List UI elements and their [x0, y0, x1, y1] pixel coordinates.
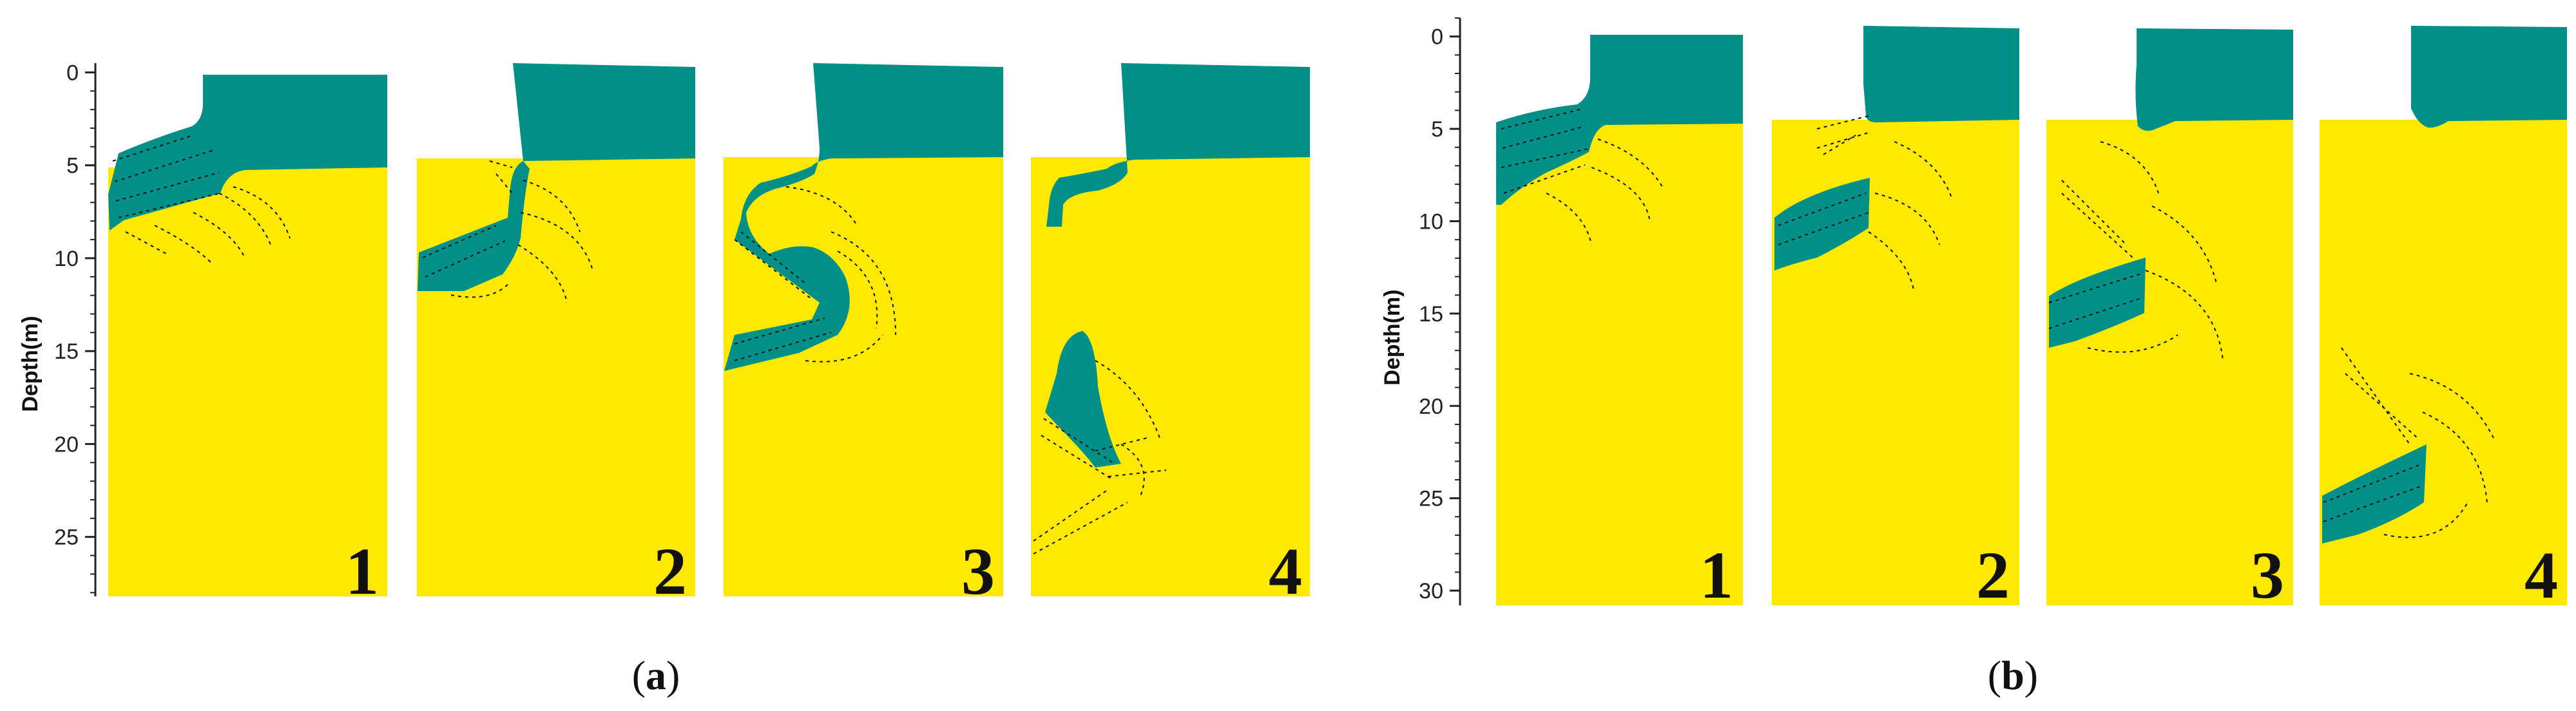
sand-layer — [1496, 124, 1743, 605]
tick-label: 5 — [1431, 117, 1443, 142]
tick-label: 5 — [66, 154, 79, 178]
panel-caption: (a) — [632, 652, 680, 698]
slurry-channel — [2322, 444, 2427, 544]
flow-vectors — [112, 135, 291, 265]
flow-vectors — [2323, 347, 2494, 538]
frame-b3 — [2046, 28, 2293, 605]
depth-axis-b: 0 5 10 15 20 25 30 Depth(m) — [1380, 17, 1461, 605]
tick-label: 15 — [1419, 302, 1443, 327]
frame-number: 1 — [345, 535, 379, 609]
tick-label: 30 — [1419, 579, 1443, 603]
flow-vectors — [1033, 360, 1167, 555]
slurry-layer — [1046, 63, 1310, 227]
frame-number: 2 — [1976, 538, 2010, 612]
tick-label: 10 — [1419, 209, 1443, 234]
frame-b4 — [2320, 26, 2567, 605]
frame-number: 3 — [961, 535, 995, 609]
frame-number: 4 — [2524, 538, 2558, 612]
tick-label: 0 — [66, 61, 79, 85]
slurry-channel — [2049, 258, 2146, 348]
frame-a2 — [417, 63, 695, 596]
flow-vectors — [734, 186, 896, 363]
frame-b1 — [1496, 35, 1743, 605]
tick-label: 10 — [54, 247, 79, 271]
slurry-layer — [1863, 26, 2019, 122]
frame-number: 1 — [1700, 538, 1733, 612]
frame-number: 4 — [1269, 535, 1302, 609]
sand-layer — [108, 167, 387, 596]
slurry-layer — [108, 75, 387, 231]
flow-vectors — [1501, 109, 1663, 245]
flow-vectors — [422, 160, 593, 303]
tick-label: 20 — [54, 432, 79, 457]
frame-number: 3 — [2251, 538, 2284, 612]
sand-layer — [417, 158, 695, 596]
frame-a3 — [724, 63, 1003, 596]
sand-layer — [1772, 120, 2019, 605]
slurry-layer — [1496, 35, 1743, 205]
slurry-layer — [2411, 26, 2567, 128]
axis-title: Depth(m) — [1380, 289, 1405, 385]
sand-layer — [724, 157, 1003, 596]
slurry-pocket — [1045, 331, 1121, 468]
axis-ticks: 0 5 10 15 20 25 — [54, 61, 95, 594]
tick-label: 0 — [1431, 25, 1443, 50]
tick-label: 25 — [1419, 487, 1443, 511]
tick-label: 15 — [54, 339, 79, 364]
panel-a: 0 5 10 15 20 25 Depth(m) 1 2 3 — [18, 61, 1310, 698]
flow-vectors — [2048, 141, 2224, 361]
tick-label: 20 — [1419, 394, 1443, 419]
sand-layer — [2046, 120, 2293, 605]
panel-caption: (b) — [1988, 652, 2038, 698]
frame-a1 — [108, 75, 387, 596]
depth-axis-a: 0 5 10 15 20 25 Depth(m) — [18, 61, 97, 596]
frame-b2 — [1772, 26, 2019, 605]
slurry-layer — [418, 63, 695, 291]
panel-b: 0 5 10 15 20 25 30 Depth(m) 1 2 3 — [1380, 17, 2567, 698]
tick-label: 25 — [54, 526, 79, 550]
axis-ticks: 0 5 10 15 20 25 30 — [1419, 17, 1460, 603]
frame-a4 — [1031, 63, 1310, 596]
frame-number: 2 — [653, 535, 687, 609]
slurry-layer — [724, 63, 1003, 371]
axis-title: Depth(m) — [18, 316, 43, 412]
slurry-layer — [2135, 28, 2293, 131]
